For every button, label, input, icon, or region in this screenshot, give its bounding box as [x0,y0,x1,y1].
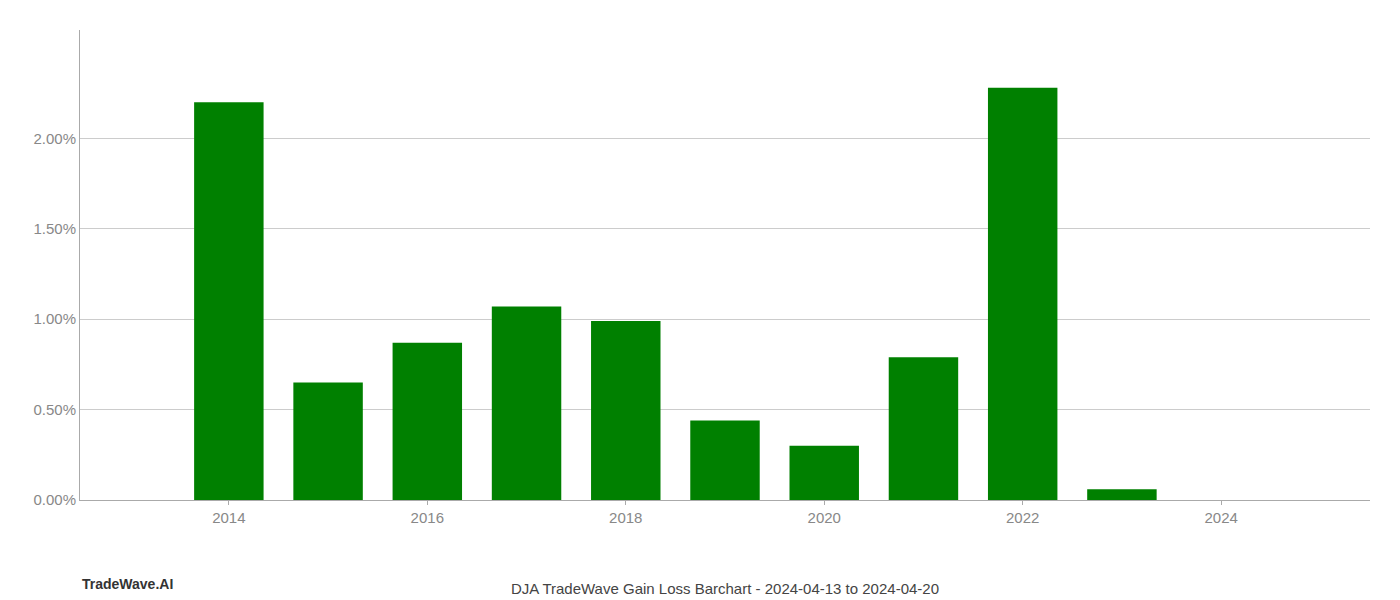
svg-text:2.00%: 2.00% [33,130,76,147]
svg-text:1.50%: 1.50% [33,220,76,237]
svg-text:2016: 2016 [411,509,444,526]
svg-text:DJA TradeWave Gain Loss Barcha: DJA TradeWave Gain Loss Barchart - 2024-… [511,580,939,597]
svg-text:2014: 2014 [212,509,245,526]
svg-text:2024: 2024 [1204,509,1237,526]
svg-text:1.00%: 1.00% [33,310,76,327]
svg-text:2022: 2022 [1006,509,1039,526]
svg-text:2020: 2020 [808,509,841,526]
svg-text:0.50%: 0.50% [33,401,76,418]
svg-text:0.00%: 0.00% [33,491,76,508]
svg-text:2018: 2018 [609,509,642,526]
svg-text:TradeWave.AI: TradeWave.AI [82,576,173,592]
